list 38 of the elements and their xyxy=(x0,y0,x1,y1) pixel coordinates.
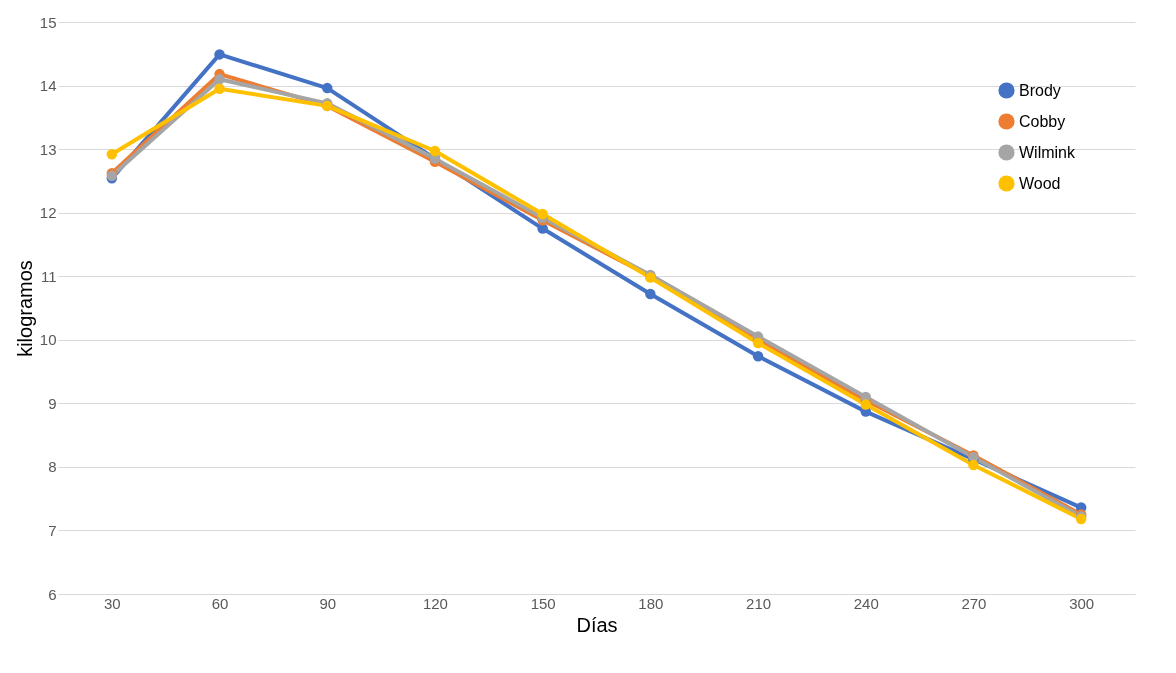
y-tick-label: 15 xyxy=(39,13,57,31)
x-axis-title: Días xyxy=(576,613,618,636)
x-tick-label: 210 xyxy=(746,594,772,612)
legend-label: Wood xyxy=(1019,174,1061,192)
point xyxy=(106,148,118,160)
point xyxy=(537,208,548,220)
x-tick-label: 300 xyxy=(1069,594,1095,612)
legend-label: Brody xyxy=(1019,81,1061,99)
x-tick-label: 150 xyxy=(530,594,556,612)
x-tick-label: 90 xyxy=(319,594,337,612)
point xyxy=(860,399,871,410)
y-tick-label: 7 xyxy=(48,521,57,539)
x-tick-label: 240 xyxy=(853,594,879,612)
x-tick-label: 120 xyxy=(422,594,448,612)
legend-label: Cobby xyxy=(1019,112,1066,130)
point xyxy=(214,73,225,85)
x-tick-label: 60 xyxy=(211,594,229,612)
y-tick-label: 6 xyxy=(48,585,57,603)
y-tick-label: 14 xyxy=(39,77,57,95)
point xyxy=(645,288,656,300)
y-tick-label: 13 xyxy=(39,140,57,158)
y-tick-label: 10 xyxy=(39,331,57,349)
y-axis-title: kilogramos xyxy=(13,260,36,357)
point xyxy=(429,145,441,157)
point xyxy=(214,83,225,94)
point xyxy=(968,459,979,471)
point xyxy=(752,351,764,362)
y-tick-label: 8 xyxy=(48,458,57,476)
y-tick-label: 9 xyxy=(48,394,57,412)
x-tick-label: 30 xyxy=(104,594,121,612)
legend-label: Wilmink xyxy=(1019,143,1076,161)
point xyxy=(752,337,764,349)
point xyxy=(214,49,225,60)
y-tick-label: 12 xyxy=(39,204,57,222)
x-tick-label: 180 xyxy=(638,594,664,612)
point xyxy=(322,82,333,94)
x-tick-label: 270 xyxy=(961,594,987,612)
y-tick-label: 11 xyxy=(40,267,57,285)
